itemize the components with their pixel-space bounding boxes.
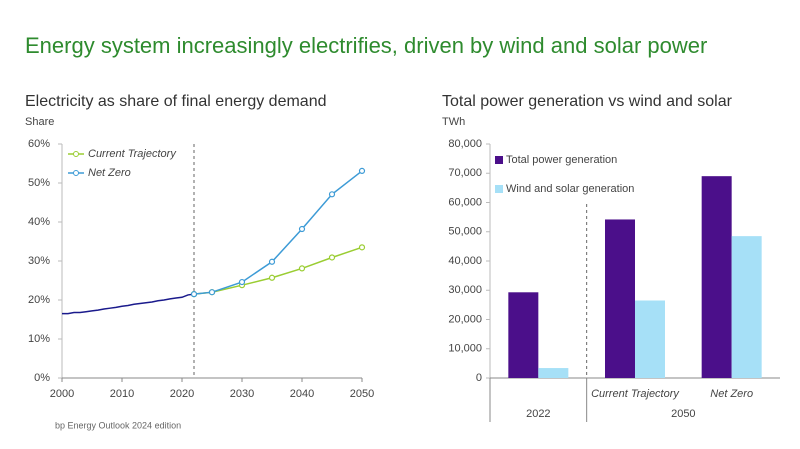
y-tick-label: 20,000 (448, 313, 482, 325)
x-tick-label: Net Zero (710, 388, 753, 400)
legend-label: Total power generation (506, 154, 617, 166)
point (298, 265, 306, 272)
slide-title: Energy system increasingly electrifies, … (25, 33, 707, 58)
x-tick-label: 2020 (170, 388, 194, 400)
source-note: bp Energy Outlook 2024 edition (55, 420, 181, 430)
point (268, 258, 276, 265)
y-tick-label: 0 (476, 372, 482, 384)
x-tick-label: 2040 (290, 388, 314, 400)
chart-title: Total power generation vs wind and solar (442, 93, 733, 110)
bar (508, 292, 539, 378)
point (208, 289, 216, 296)
bar (731, 236, 762, 378)
point (358, 167, 366, 175)
point (328, 254, 336, 261)
y-axis-label: TWh (442, 116, 465, 128)
bar (605, 219, 635, 378)
legend-label: Net Zero (88, 167, 131, 179)
y-tick-label: 30,000 (448, 284, 482, 296)
x-tick-label: Current Trajectory (591, 388, 680, 400)
x-tick-label: 2050 (350, 388, 374, 400)
point (268, 274, 276, 281)
y-tick-label: 10,000 (448, 343, 482, 355)
point (190, 291, 198, 298)
y-tick-label: 60,000 (448, 196, 482, 208)
legend-label: Current Trajectory (88, 148, 177, 160)
x-tick-label: 2000 (50, 388, 74, 400)
legend-label: Wind and solar generation (506, 183, 634, 195)
bar (701, 176, 732, 378)
group-label: 2050 (671, 408, 695, 420)
y-tick-label: 40,000 (448, 255, 482, 267)
y-tick-label: 30% (28, 255, 50, 267)
y-tick-label: 10% (28, 333, 50, 345)
series-line (62, 293, 195, 315)
y-tick-label: 0% (34, 372, 50, 384)
y-tick-label: 80,000 (448, 138, 482, 150)
legend-marker (73, 170, 79, 176)
x-tick-label: 2010 (110, 388, 134, 400)
legend-marker (73, 151, 79, 157)
point (358, 244, 366, 251)
bar (538, 368, 569, 378)
x-tick-label: 2030 (230, 388, 254, 400)
bar (635, 300, 665, 378)
y-tick-label: 70,000 (448, 167, 482, 179)
y-axis-label: Share (25, 116, 54, 128)
point (238, 278, 246, 286)
point (298, 225, 306, 233)
y-tick-label: 60% (28, 138, 50, 150)
legend-swatch (495, 185, 503, 193)
chart-title: Electricity as share of final energy dem… (25, 93, 326, 110)
y-tick-label: 40% (28, 216, 50, 228)
y-tick-label: 20% (28, 294, 50, 306)
legend-swatch (495, 156, 503, 164)
y-tick-label: 50,000 (448, 226, 482, 238)
y-tick-label: 50% (28, 177, 50, 189)
point (328, 191, 336, 198)
group-label: 2022 (526, 408, 550, 420)
